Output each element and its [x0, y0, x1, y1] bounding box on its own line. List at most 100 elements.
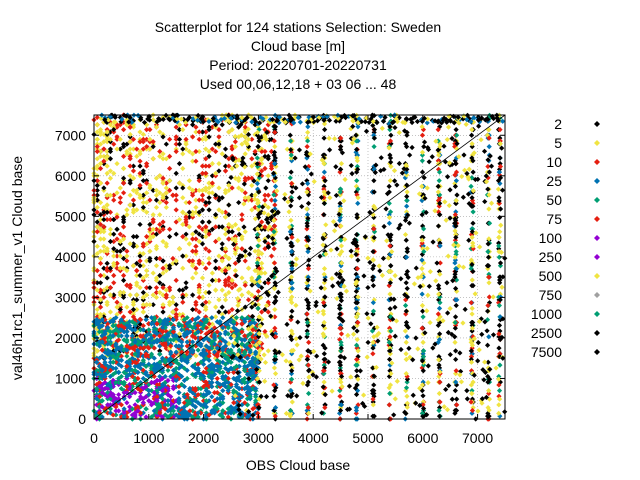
data-point — [419, 212, 425, 218]
data-point — [236, 199, 242, 206]
data-point — [160, 180, 166, 186]
data-point — [111, 292, 117, 298]
data-point — [262, 306, 268, 313]
data-point — [184, 315, 190, 321]
data-point — [94, 251, 100, 257]
data-point — [288, 274, 295, 280]
data-point — [286, 209, 292, 215]
data-point — [247, 321, 253, 327]
data-point — [354, 279, 360, 285]
data-point — [228, 404, 234, 410]
data-point — [292, 114, 299, 120]
data-point — [236, 335, 242, 341]
data-point — [150, 187, 156, 193]
data-point — [97, 304, 104, 310]
data-point — [107, 226, 114, 232]
data-point — [305, 237, 311, 243]
data-point — [485, 254, 492, 260]
data-point — [305, 379, 311, 385]
data-point — [121, 347, 127, 353]
data-point — [107, 355, 114, 361]
data-point — [486, 280, 492, 286]
data-point — [265, 192, 271, 198]
data-point — [195, 361, 201, 367]
data-point — [144, 272, 150, 279]
data-point — [371, 203, 377, 209]
data-point — [468, 359, 475, 365]
data-point — [116, 337, 122, 343]
data-point — [499, 187, 506, 193]
data-point — [271, 274, 277, 280]
data-point — [140, 146, 146, 152]
data-point — [259, 161, 265, 167]
data-point — [264, 129, 270, 135]
data-point — [486, 388, 492, 394]
data-point — [195, 365, 201, 371]
data-point — [402, 328, 408, 334]
data-point — [472, 291, 478, 297]
data-point — [321, 300, 327, 306]
data-point — [195, 400, 201, 406]
data-point — [206, 390, 212, 396]
data-point — [469, 234, 475, 241]
data-point — [454, 141, 460, 147]
data-point — [173, 404, 179, 410]
data-point — [244, 386, 251, 392]
data-point — [500, 316, 506, 322]
data-point — [190, 122, 196, 128]
data-point — [127, 394, 133, 400]
data-point — [305, 192, 312, 198]
data-point — [201, 361, 207, 367]
data-point — [437, 212, 443, 218]
data-point — [289, 223, 295, 229]
data-point — [314, 353, 320, 359]
data-point — [355, 359, 361, 365]
data-point — [321, 266, 328, 272]
data-point — [244, 371, 251, 378]
data-point — [279, 352, 286, 358]
data-point — [388, 232, 394, 238]
data-point — [370, 339, 376, 345]
data-point — [118, 323, 124, 329]
data-point — [396, 115, 402, 121]
data-point — [253, 335, 259, 341]
data-point — [229, 277, 235, 283]
data-point — [288, 336, 295, 343]
data-point — [348, 374, 354, 380]
data-point — [194, 117, 201, 123]
data-point — [110, 343, 116, 349]
data-point — [206, 153, 212, 159]
data-point — [354, 368, 360, 374]
data-point — [370, 351, 376, 357]
data-point — [94, 386, 100, 392]
data-point — [419, 152, 426, 158]
data-point — [94, 204, 100, 211]
data-point — [436, 390, 442, 397]
data-point — [101, 146, 107, 152]
data-point — [96, 367, 103, 373]
data-point — [236, 402, 242, 409]
data-point — [254, 180, 260, 187]
data-point — [466, 166, 472, 172]
data-point — [101, 204, 107, 211]
data-point — [340, 277, 346, 283]
data-point — [453, 234, 459, 241]
data-point — [262, 280, 268, 286]
data-point — [226, 275, 232, 281]
data-point — [394, 378, 400, 384]
data-point — [203, 289, 209, 296]
data-point — [272, 294, 279, 300]
data-point — [127, 383, 133, 390]
data-point — [226, 163, 232, 169]
data-point — [214, 402, 220, 408]
data-point — [156, 115, 162, 122]
data-point — [353, 183, 360, 189]
data-point — [341, 355, 348, 361]
data-point — [271, 246, 277, 252]
data-point — [127, 241, 133, 247]
data-point — [232, 133, 238, 140]
data-point — [414, 118, 421, 125]
data-point — [470, 334, 476, 340]
data-point — [265, 277, 272, 283]
data-point — [265, 212, 271, 218]
